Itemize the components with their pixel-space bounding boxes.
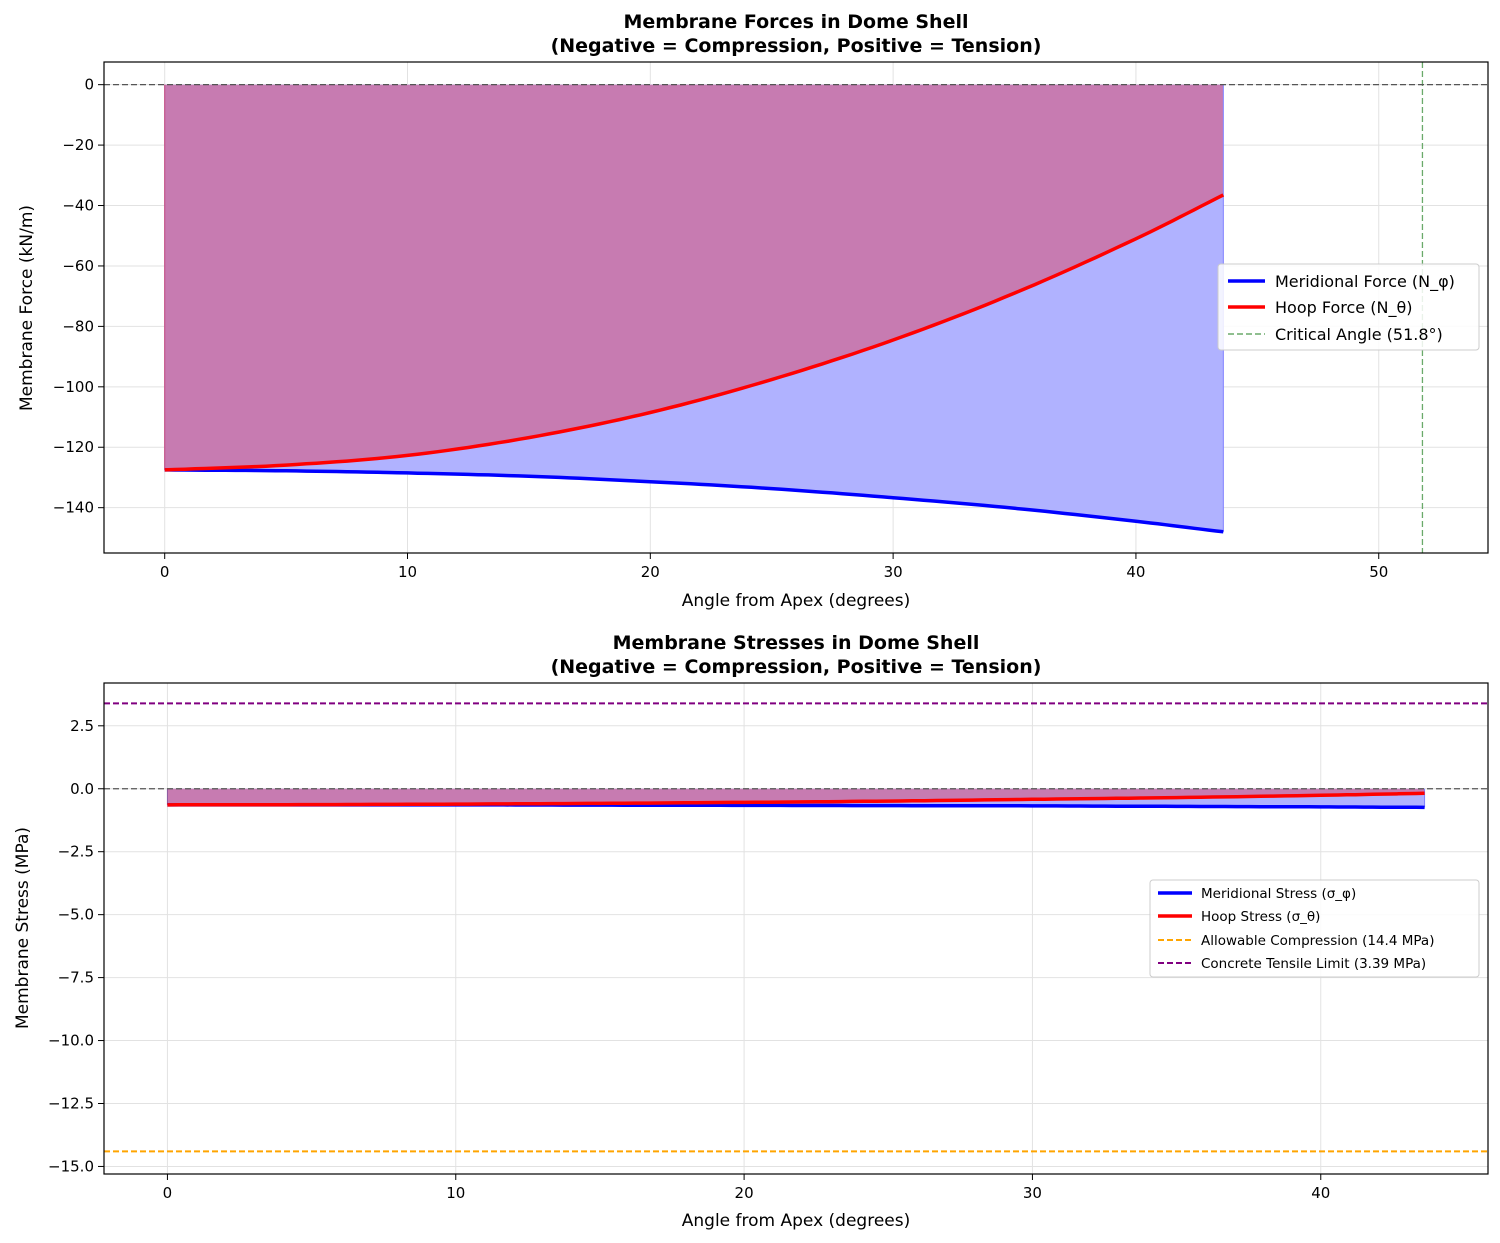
stress-chart-x-axis-label: Angle from Apex (degrees) [682, 1211, 911, 1231]
force-y-tick-label: −120 [53, 438, 94, 456]
stress-series-1-fill [167, 788, 1425, 805]
stress-y-tick-label: −7.5 [58, 969, 94, 987]
stress-series-1-line [167, 791, 1425, 807]
stress-chart-subtitle: (Negative = Compression, Positive = Tens… [551, 656, 1042, 678]
stress-x-tick-label: 20 [735, 1184, 754, 1202]
force-chart-title: Membrane Forces in Dome Shell [623, 11, 968, 33]
stress-chart-plot-frame [103, 682, 1489, 1175]
force-x-tick-label: 30 [884, 563, 903, 581]
force-chart-legend: Meridional Force (N_φ) Hoop Force (N_θ) … [1217, 263, 1480, 351]
force-y-tick-label: −140 [53, 499, 94, 517]
stress-y-tick-label: −12.5 [48, 1094, 94, 1112]
force-chart-subtitle: (Negative = Compression, Positive = Tens… [551, 35, 1042, 57]
force-legend-label-meridional: Meridional Force (N_φ) [1275, 272, 1455, 292]
force-y-tick-label: 0 [84, 76, 94, 94]
force-x-tick-label: 20 [641, 563, 660, 581]
stress-y-tick-label: 0.0 [70, 780, 94, 798]
stress-chart-x-ticks: 0 10 20 30 40 [163, 1174, 1330, 1202]
stress-chart-y-ticks: 2.5 0.0 −2.5 −5.0 −7.5 −10.0 −12.5 −15.0 [48, 717, 104, 1175]
force-y-tick-label: −20 [62, 136, 94, 154]
force-chart-plot-frame [103, 61, 1489, 554]
force-x-tick-label: 0 [160, 563, 170, 581]
stress-y-tick-label: −10.0 [48, 1032, 94, 1050]
stress-legend-label-meridional: Meridional Stress (σ_φ) [1201, 886, 1356, 902]
force-chart-fills [164, 84, 1224, 532]
force-chart-x-axis-label: Angle from Apex (degrees) [682, 591, 911, 611]
stress-legend-label-hoop: Hoop Stress (σ_θ) [1201, 909, 1320, 925]
stress-legend-label-tensile: Concrete Tensile Limit (3.39 MPa) [1201, 956, 1426, 972]
force-chart-series-lines [164, 193, 1225, 534]
force-series-1-line [164, 193, 1225, 472]
force-series-0-line [164, 468, 1224, 534]
stress-chart: Membrane Stresses in Dome Shell (Negativ… [13, 632, 1489, 1231]
stress-x-tick-label: 30 [1023, 1184, 1042, 1202]
stress-y-tick-label: −5.0 [58, 906, 94, 924]
stress-chart-legend-box [1149, 879, 1480, 978]
stress-chart-grid [104, 683, 1488, 1174]
stress-x-tick-label: 40 [1311, 1184, 1330, 1202]
force-legend-label-hoop: Hoop Force (N_θ) [1275, 298, 1412, 318]
force-x-tick-label: 40 [1126, 563, 1145, 581]
force-x-tick-label: 10 [398, 563, 417, 581]
force-y-tick-label: −40 [62, 197, 94, 215]
force-x-tick-label: 50 [1369, 563, 1388, 581]
stress-chart-title: Membrane Stresses in Dome Shell [613, 632, 980, 654]
stress-chart-series-lines [167, 791, 1425, 810]
stress-chart-y-axis-label: Membrane Stress (MPa) [13, 827, 33, 1029]
force-y-tick-label: −100 [53, 378, 94, 396]
force-legend-label-critical: Critical Angle (51.8°) [1275, 325, 1443, 344]
stress-y-tick-label: −2.5 [58, 843, 94, 861]
force-chart-y-axis-label: Membrane Force (kN/m) [17, 205, 37, 411]
force-chart-x-ticks: 0 10 20 30 40 50 [160, 553, 1388, 581]
force-y-tick-label: −60 [62, 257, 94, 275]
stress-legend-label-allowable: Allowable Compression (14.4 MPa) [1201, 933, 1434, 949]
stress-x-tick-label: 0 [163, 1184, 173, 1202]
stress-x-tick-label: 10 [446, 1184, 465, 1202]
force-chart-y-ticks: 0 −20 −40 −60 −80 −100 −120 −140 [53, 76, 104, 517]
force-chart-legend-box [1217, 263, 1480, 351]
stress-y-tick-label: 2.5 [70, 717, 94, 735]
stress-chart-legend: Meridional Stress (σ_φ) Hoop Stress (σ_θ… [1149, 879, 1480, 978]
stress-chart-reference-lines [104, 702, 1488, 1153]
force-chart: Membrane Forces in Dome Shell (Negative … [17, 11, 1489, 611]
stress-y-tick-label: −15.0 [48, 1157, 94, 1175]
force-series-1-fill [164, 84, 1224, 470]
force-y-tick-label: −80 [62, 317, 94, 335]
